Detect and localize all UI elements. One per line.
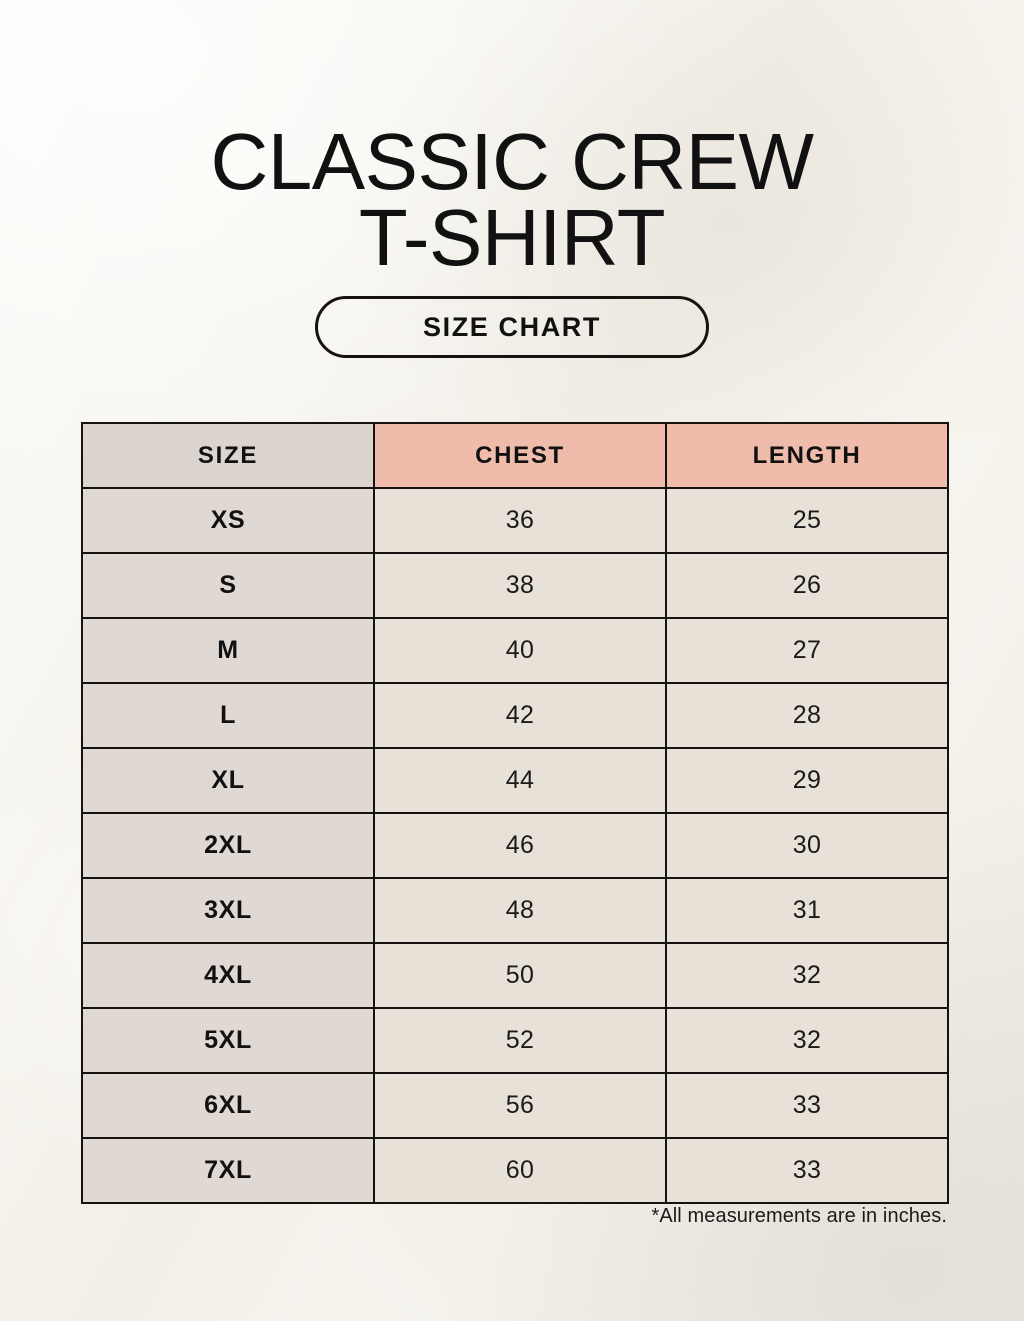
cell-size: 6XL [81, 1072, 375, 1139]
cell-size: XS [81, 487, 375, 554]
table-row: 6XL 56 33 [81, 1072, 949, 1139]
cell-chest: 46 [373, 812, 667, 879]
cell-chest: 56 [373, 1072, 667, 1139]
cell-length: 25 [665, 487, 949, 554]
cell-size: 2XL [81, 812, 375, 879]
table-row: 5XL 52 32 [81, 1007, 949, 1074]
cell-size: 3XL [81, 877, 375, 944]
page-title: CLASSIC CREW T-SHIRT [210, 116, 814, 282]
table-row: XS 36 25 [81, 487, 949, 554]
cell-size: 5XL [81, 1007, 375, 1074]
table-row: S 38 26 [81, 552, 949, 619]
cell-length: 29 [665, 747, 949, 814]
column-header-length: LENGTH [665, 422, 949, 489]
column-header-size: SIZE [81, 422, 375, 489]
size-table-container: SIZE CHEST LENGTH XS 36 25 S 38 26 M [81, 422, 949, 1204]
cell-chest: 50 [373, 942, 667, 1009]
table-row: XL 44 29 [81, 747, 949, 814]
cell-length: 30 [665, 812, 949, 879]
cell-length: 26 [665, 552, 949, 619]
cell-length: 28 [665, 682, 949, 749]
cell-chest: 42 [373, 682, 667, 749]
table-row: 2XL 46 30 [81, 812, 949, 879]
cell-chest: 44 [373, 747, 667, 814]
cell-length: 33 [665, 1072, 949, 1139]
table-row: M 40 27 [81, 617, 949, 684]
cell-length: 32 [665, 942, 949, 1009]
size-chart-badge: SIZE CHART [315, 296, 709, 358]
size-table: SIZE CHEST LENGTH XS 36 25 S 38 26 M [81, 422, 949, 1204]
table-header-row: SIZE CHEST LENGTH [81, 422, 949, 489]
cell-chest: 52 [373, 1007, 667, 1074]
cell-chest: 36 [373, 487, 667, 554]
table-row: 3XL 48 31 [81, 877, 949, 944]
cell-size: M [81, 617, 375, 684]
cell-chest: 60 [373, 1137, 667, 1204]
cell-length: 31 [665, 877, 949, 944]
measurements-footnote: *All measurements are in inches. [651, 1205, 947, 1227]
table-row: 4XL 50 32 [81, 942, 949, 1009]
cell-chest: 40 [373, 617, 667, 684]
cell-length: 27 [665, 617, 949, 684]
cell-size: S [81, 552, 375, 619]
cell-size: 7XL [81, 1137, 375, 1204]
column-header-chest: CHEST [373, 422, 667, 489]
cell-chest: 48 [373, 877, 667, 944]
cell-size: 4XL [81, 942, 375, 1009]
cell-size: L [81, 682, 375, 749]
cell-length: 33 [665, 1137, 949, 1204]
cell-length: 32 [665, 1007, 949, 1074]
table-row: L 42 28 [81, 682, 949, 749]
size-chart-badge-label: SIZE CHART [423, 311, 601, 342]
cell-chest: 38 [373, 552, 667, 619]
cell-size: XL [81, 747, 375, 814]
table-row: 7XL 60 33 [81, 1137, 949, 1204]
